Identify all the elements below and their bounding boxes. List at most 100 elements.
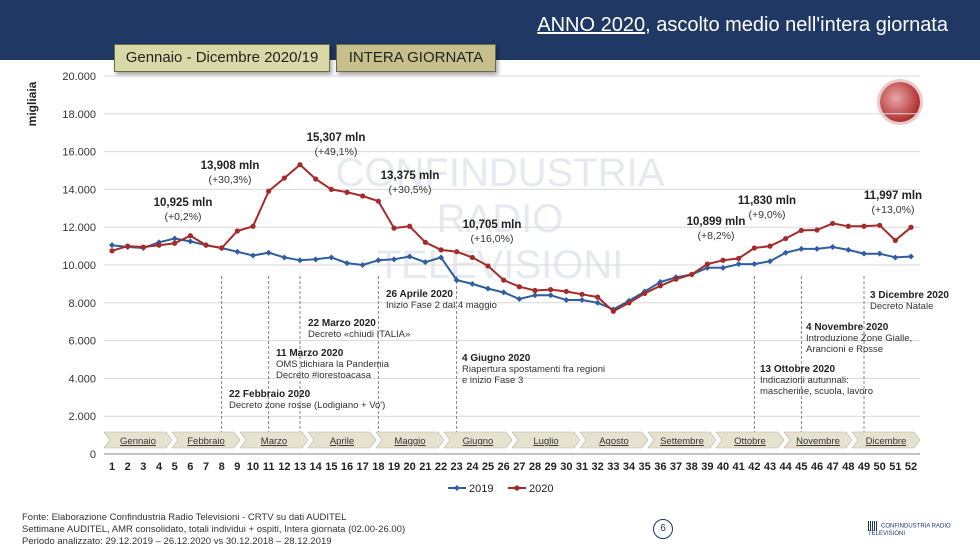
y-tick-label: 10.000 (62, 260, 96, 272)
y-tick-label: 18.000 (62, 109, 96, 121)
data-point-2020 (548, 286, 554, 293)
x-tick-label: 36 (654, 461, 666, 473)
data-point-2019 (250, 252, 256, 259)
x-tick-label: 3 (140, 461, 146, 473)
x-tick-label: 5 (172, 461, 178, 473)
event-date: 22 Marzo 2020 (308, 318, 376, 329)
month-band-segment (851, 431, 921, 449)
logo-mark-icon (868, 521, 878, 531)
footer-method: Settimane AUDITEL, AMR consolidato, tota… (22, 524, 406, 535)
data-point-2020 (830, 220, 836, 227)
month-label: Luglio (533, 436, 558, 447)
data-point-2020 (579, 291, 585, 297)
y-tick-label: 12.000 (62, 222, 96, 234)
page-number: 6 (653, 519, 673, 539)
x-tick-label: 38 (686, 461, 698, 473)
x-tick-label: 32 (592, 461, 604, 473)
x-tick-label: 22 (435, 461, 447, 473)
month-band-segment (579, 431, 649, 449)
event-date: 3 Dicembre 2020 (870, 290, 949, 301)
month-label: Dicembre (866, 436, 907, 447)
x-tick-label: 37 (670, 461, 682, 473)
x-tick-label: 20 (404, 461, 416, 473)
month-band-segment (443, 431, 513, 449)
data-point-2020 (391, 225, 397, 231)
data-point-2020 (595, 294, 601, 300)
y-tick-label: 14.000 (62, 184, 96, 196)
event-description: Decreto zone rosse (Lodigiano + Vo') (229, 400, 385, 411)
data-point-2019 (845, 246, 852, 253)
data-point-2020 (125, 243, 131, 249)
x-tick-label: 43 (764, 461, 776, 473)
data-point-2020 (563, 288, 569, 295)
month-band-segment (239, 431, 309, 449)
x-tick-label: 42 (748, 461, 760, 473)
data-point-2019 (297, 257, 303, 264)
line-chart: 0 2.000 4.000 6.000 8.000 10.000 12.000 14.000 1… (25, 71, 949, 495)
x-tick-label: 4 (156, 461, 163, 473)
x-tick-label: 1 (109, 461, 115, 473)
month-label: Agosto (599, 436, 629, 447)
x-tick-label: 28 (529, 461, 541, 473)
data-point-2019 (516, 296, 523, 303)
x-tick-label: 52 (905, 461, 917, 473)
data-point-2020 (219, 245, 225, 251)
event-date: 11 Marzo 2020 (276, 348, 344, 359)
data-point-2019 (265, 249, 272, 256)
peak-value-label: 11,830 mln (738, 195, 796, 207)
month-label: Aprile (330, 436, 354, 447)
data-point-2019 (782, 249, 789, 256)
data-point-2019 (469, 280, 476, 287)
data-point-2019 (908, 253, 914, 260)
data-point-2020 (172, 240, 178, 246)
data-point-2019 (422, 259, 429, 266)
peak-delta-label: (+8,2%) (697, 230, 734, 242)
x-tick-label: 27 (513, 461, 525, 473)
month-band-segment (171, 431, 241, 449)
peak-value-label: 10,925 mln (154, 197, 213, 209)
data-point-2020 (297, 162, 303, 168)
data-point-2020 (736, 255, 742, 261)
data-point-2019 (485, 285, 491, 292)
peak-value-label: 13,908 mln (201, 160, 260, 172)
scope-tab: INTERA GIORNATA (336, 44, 496, 72)
x-tick-label: 40 (717, 461, 729, 473)
y-axis-label: migliaia (25, 81, 39, 126)
event-date: 22 Febbraio 2020 (229, 389, 311, 400)
x-tick-label: 33 (607, 461, 619, 473)
event-description: e inizio Fase 3 (462, 375, 523, 386)
x-tick-label: 48 (842, 461, 854, 473)
event-description: Introduzione Zone Gialle, (806, 333, 912, 344)
data-point-2019 (344, 260, 350, 267)
data-point-2020 (469, 254, 475, 261)
data-point-2020 (783, 235, 789, 242)
month-label: Giugno (463, 436, 494, 447)
data-point-2020 (877, 222, 883, 228)
month-label: Settembre (660, 436, 704, 447)
x-tick-label: 39 (701, 461, 713, 473)
data-point-2019 (375, 257, 382, 264)
peak-value-label: 15,307 mln (307, 132, 366, 144)
data-point-2019 (234, 248, 241, 255)
event-description: Inizio Fase 2 dal 4 maggio (386, 300, 497, 311)
data-point-2020 (438, 247, 444, 253)
brand-logo: CONFINDUSTRIA RADIO TELEVISIONI (868, 521, 980, 537)
x-tick-label: 26 (498, 461, 510, 473)
data-point-2019 (876, 250, 883, 257)
x-tick-label: 30 (560, 461, 572, 473)
data-point-2019 (406, 253, 413, 260)
month-band-segment (103, 431, 173, 449)
data-point-2020 (845, 223, 851, 229)
x-tick-label: 18 (372, 461, 384, 473)
data-point-2020 (501, 277, 507, 283)
x-tick-label: 14 (310, 461, 323, 473)
data-point-2020 (140, 244, 146, 250)
legend-marker-2019 (454, 485, 460, 491)
data-point-2020 (485, 263, 491, 269)
period-tab: Gennaio - Dicembre 2020/19 (114, 44, 330, 72)
x-tick-label: 47 (827, 461, 839, 473)
x-tick-label: 44 (780, 461, 793, 473)
legend-marker-2020 (514, 485, 520, 491)
peak-delta-label: (+30,3%) (209, 174, 252, 186)
data-point-2020 (626, 300, 632, 306)
